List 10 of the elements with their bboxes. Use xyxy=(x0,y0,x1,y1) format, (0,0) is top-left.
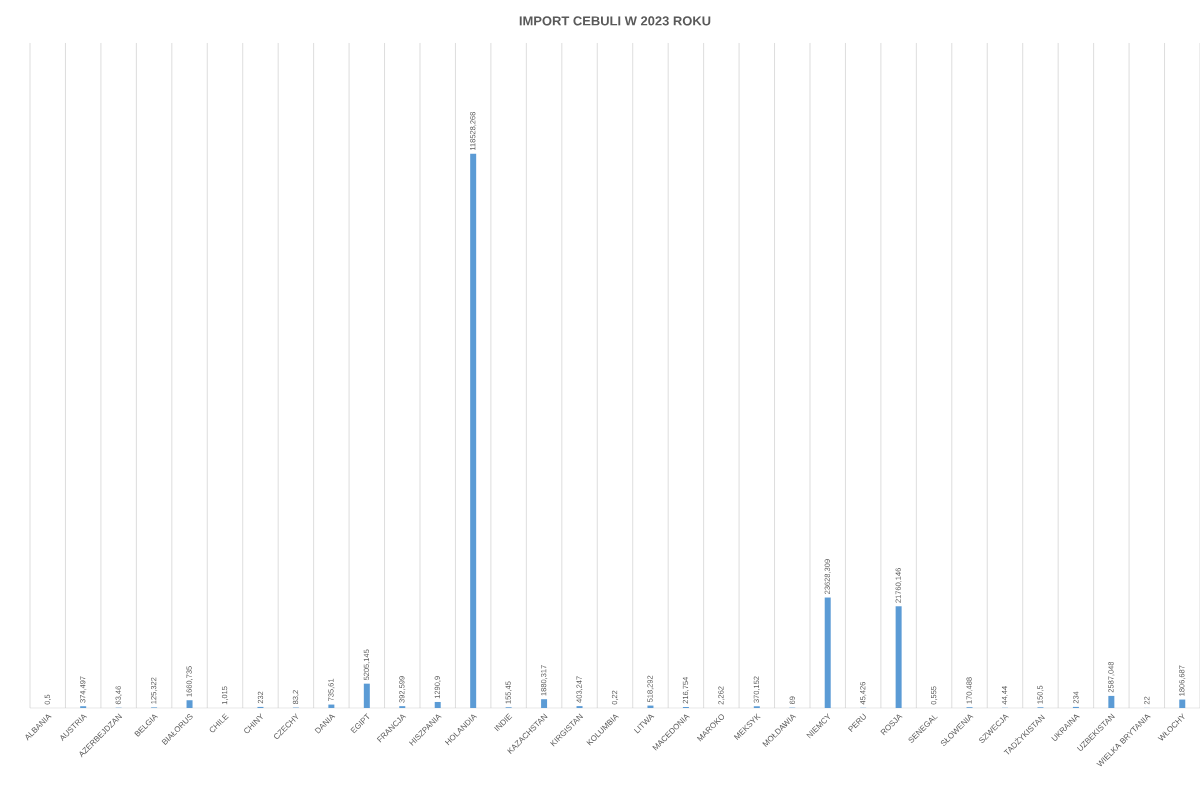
bar xyxy=(895,606,902,708)
bar xyxy=(186,700,193,708)
bar xyxy=(1179,699,1186,708)
chart-title: IMPORT CEBULI W 2023 ROKU xyxy=(519,16,711,26)
bar xyxy=(470,153,477,708)
bar xyxy=(434,701,441,708)
bar xyxy=(363,683,370,708)
bar xyxy=(824,597,831,708)
bar xyxy=(1108,695,1115,708)
bar xyxy=(541,699,548,708)
